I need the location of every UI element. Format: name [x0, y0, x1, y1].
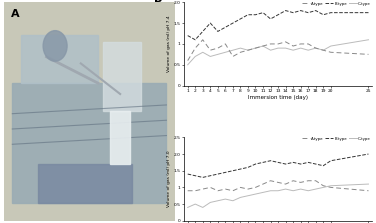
Y-axis label: Volume of gas (ml) pH 7.4: Volume of gas (ml) pH 7.4 [167, 16, 171, 72]
Legend: A-type, B-type, C-type: A-type, B-type, C-type [300, 135, 372, 142]
Bar [21, 35, 98, 83]
Circle shape [43, 31, 67, 61]
Bar [12, 83, 167, 203]
Text: A: A [11, 9, 19, 19]
Bar [38, 164, 132, 203]
Y-axis label: Volume of gas (ml) pH 7.0: Volume of gas (ml) pH 7.0 [167, 151, 171, 207]
Legend: A-type, B-type, C-type: A-type, B-type, C-type [300, 0, 372, 7]
Bar [103, 41, 141, 112]
Text: B: B [154, 0, 162, 4]
X-axis label: Immersion time (day): Immersion time (day) [248, 95, 308, 99]
Bar [110, 112, 130, 164]
